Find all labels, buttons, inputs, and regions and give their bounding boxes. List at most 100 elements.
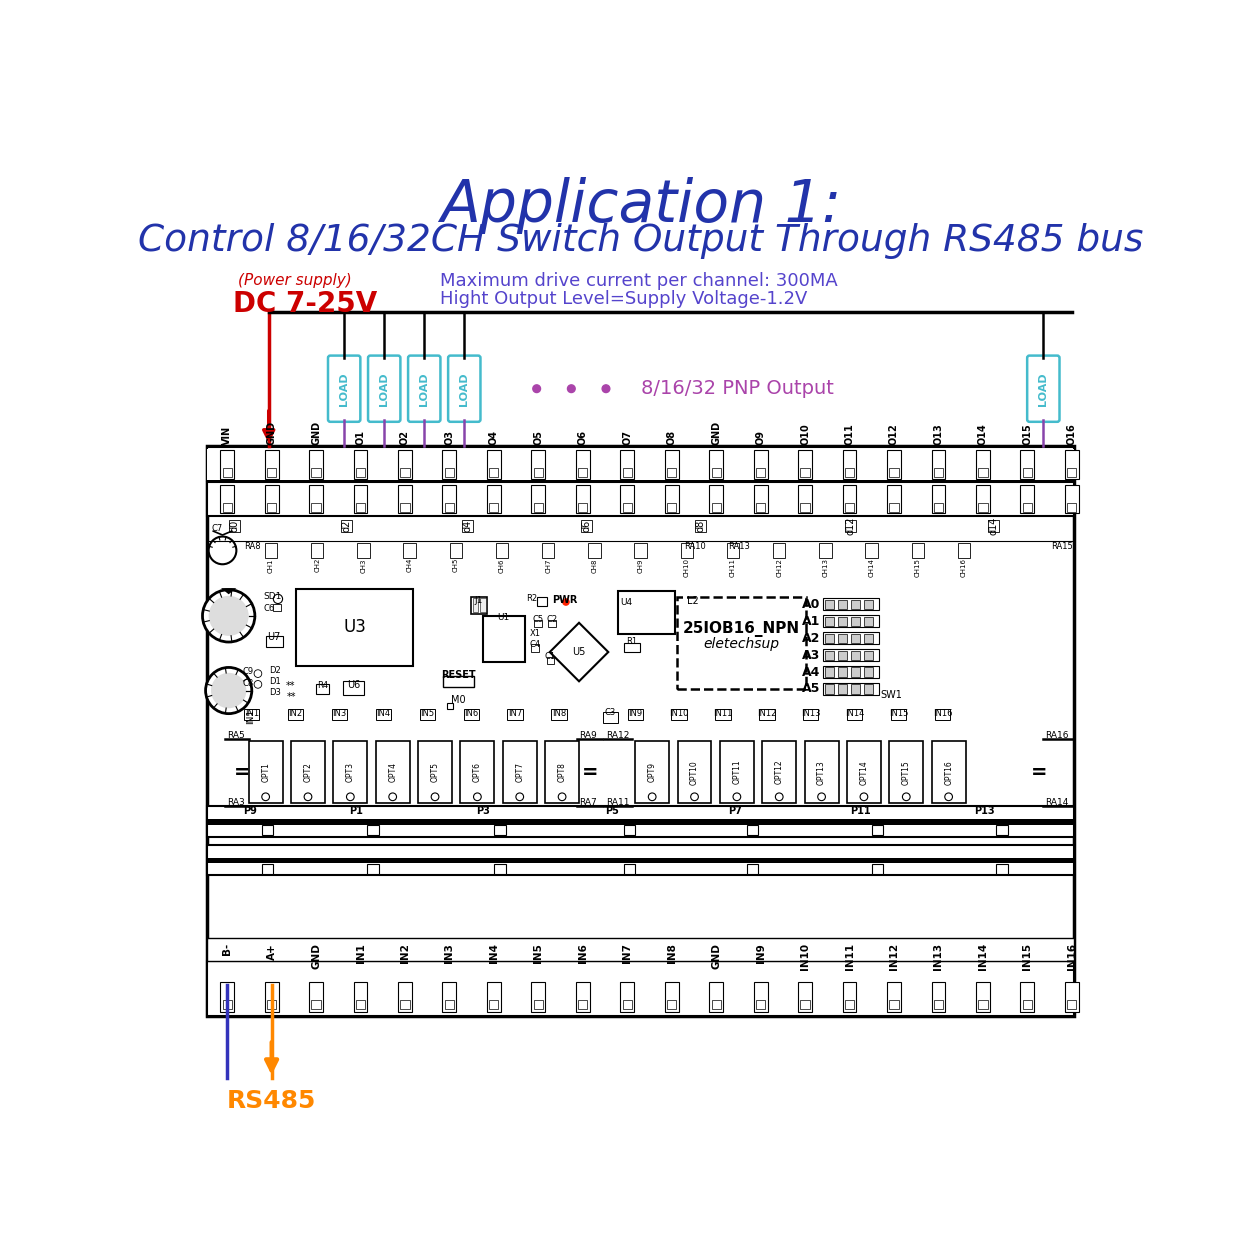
Bar xyxy=(748,864,759,874)
Text: RESET: RESET xyxy=(441,670,475,680)
Text: CH16: CH16 xyxy=(961,558,968,578)
Bar xyxy=(720,741,754,802)
Bar xyxy=(865,542,877,558)
Text: P13: P13 xyxy=(975,806,995,816)
Bar xyxy=(356,468,365,478)
Bar xyxy=(958,542,970,558)
Bar xyxy=(442,485,456,514)
Bar xyxy=(838,600,848,609)
Circle shape xyxy=(431,792,439,801)
Bar xyxy=(851,650,860,660)
Bar xyxy=(819,542,831,558)
Text: O7: O7 xyxy=(622,430,632,445)
Bar xyxy=(756,1000,765,1009)
Text: IN8: IN8 xyxy=(666,942,676,962)
Bar xyxy=(715,709,731,720)
Text: A4: A4 xyxy=(801,665,820,679)
Bar xyxy=(534,468,542,478)
Bar xyxy=(342,681,364,695)
Bar xyxy=(888,450,901,479)
Circle shape xyxy=(568,385,575,392)
Bar xyxy=(1065,982,1079,1011)
Bar xyxy=(450,542,462,558)
Bar xyxy=(822,599,879,610)
Bar xyxy=(462,520,472,532)
Circle shape xyxy=(205,668,251,714)
Bar xyxy=(845,503,854,512)
Bar xyxy=(442,450,456,479)
Circle shape xyxy=(474,792,481,801)
Text: CH8: CH8 xyxy=(591,558,598,572)
Bar xyxy=(825,685,834,694)
Bar xyxy=(311,468,321,478)
Bar xyxy=(268,1000,276,1009)
Text: B-: B- xyxy=(222,942,232,955)
Bar xyxy=(354,982,367,1011)
Bar xyxy=(678,741,711,802)
Bar xyxy=(368,864,379,874)
Text: IN14: IN14 xyxy=(978,942,988,970)
Circle shape xyxy=(202,590,255,642)
Bar xyxy=(864,616,874,626)
Text: R1: R1 xyxy=(626,636,638,646)
Bar xyxy=(620,485,634,514)
Circle shape xyxy=(532,385,540,392)
FancyBboxPatch shape xyxy=(449,355,480,421)
Bar xyxy=(754,485,768,514)
Text: LOAD: LOAD xyxy=(459,372,469,405)
Bar xyxy=(624,825,635,835)
Text: 8/16/32 PNP Output: 8/16/32 PNP Output xyxy=(641,379,834,399)
Text: OPT14: OPT14 xyxy=(860,760,869,785)
Bar xyxy=(979,503,988,512)
Text: P9: P9 xyxy=(244,806,258,816)
Bar xyxy=(222,503,231,512)
Bar xyxy=(531,982,545,1011)
Bar xyxy=(268,503,276,512)
Bar xyxy=(265,450,279,479)
Bar xyxy=(665,485,679,514)
Bar xyxy=(848,741,881,802)
Bar xyxy=(208,858,1074,862)
Bar xyxy=(754,982,768,1011)
Bar xyxy=(1065,450,1079,479)
Bar xyxy=(1068,468,1076,478)
Text: RA10: RA10 xyxy=(685,542,706,551)
Bar xyxy=(848,709,862,720)
Text: IN3: IN3 xyxy=(332,709,346,717)
Text: O14: O14 xyxy=(978,424,988,445)
Text: OPT16: OPT16 xyxy=(944,760,954,785)
Bar xyxy=(274,604,281,611)
Bar xyxy=(331,709,348,720)
Bar xyxy=(996,864,1008,874)
Bar xyxy=(711,1000,721,1009)
FancyBboxPatch shape xyxy=(1028,355,1060,421)
Circle shape xyxy=(860,792,867,801)
Bar xyxy=(208,446,1074,1016)
Text: OPT11: OPT11 xyxy=(732,760,741,785)
Text: IN4: IN4 xyxy=(489,942,499,962)
Bar xyxy=(261,864,274,874)
Text: O1: O1 xyxy=(355,430,365,445)
Bar xyxy=(546,656,555,664)
Bar xyxy=(979,468,988,478)
Text: CH7: CH7 xyxy=(545,558,551,572)
Bar xyxy=(825,668,834,676)
Bar xyxy=(471,596,486,614)
Text: RA16: RA16 xyxy=(1045,731,1069,740)
Bar xyxy=(838,616,848,626)
Text: C7: C7 xyxy=(211,525,222,534)
Bar xyxy=(822,682,879,695)
Bar xyxy=(800,503,810,512)
Text: CH5: CH5 xyxy=(452,558,459,572)
Circle shape xyxy=(209,536,236,564)
Text: A0: A0 xyxy=(801,598,820,611)
Circle shape xyxy=(945,792,952,801)
Text: RA14: RA14 xyxy=(1045,799,1069,808)
Text: LOAD: LOAD xyxy=(339,372,349,405)
Bar xyxy=(464,709,479,720)
Bar xyxy=(620,982,634,1011)
Bar xyxy=(726,542,739,558)
Bar xyxy=(265,542,278,558)
Text: d6: d6 xyxy=(581,520,591,532)
Bar xyxy=(671,709,686,720)
